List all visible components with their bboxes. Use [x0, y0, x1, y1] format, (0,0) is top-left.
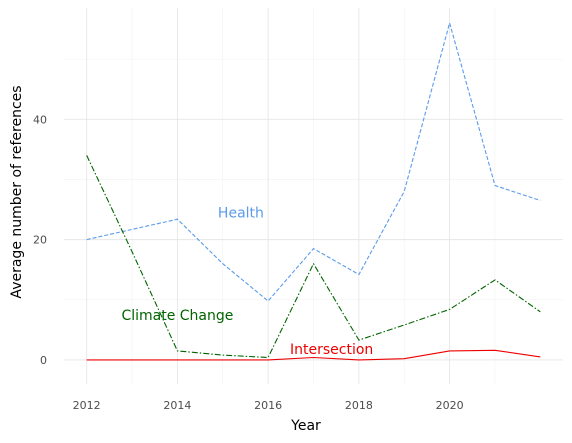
series-line-intersection	[86, 349, 541, 361]
series-label-climate-change: Climate Change	[121, 308, 233, 324]
x-tick-label: 2012	[73, 399, 101, 412]
series-lines	[86, 22, 541, 361]
x-tick-label: 2020	[436, 399, 464, 412]
x-axis-title: Year	[290, 418, 321, 434]
y-axis-ticks: 0 20 40	[33, 113, 47, 367]
x-tick-label: 2016	[254, 399, 282, 412]
series-line-health	[86, 22, 541, 302]
minor-gridlines	[64, 8, 563, 384]
x-tick-label: 2018	[345, 399, 373, 412]
series-label-intersection: Intersection	[290, 342, 373, 358]
y-tick-label: 20	[33, 234, 47, 247]
x-axis-ticks: 2012 2014 2016 2018 2020	[73, 399, 464, 412]
series-labels: Health Climate Change Intersection	[121, 206, 373, 359]
series-label-health: Health	[218, 206, 264, 222]
y-tick-label: 0	[40, 354, 47, 367]
y-tick-label: 40	[33, 113, 47, 126]
series-line-climate-change	[86, 155, 541, 359]
y-axis-title: Average number of references	[9, 85, 25, 298]
x-tick-label: 2014	[163, 399, 191, 412]
